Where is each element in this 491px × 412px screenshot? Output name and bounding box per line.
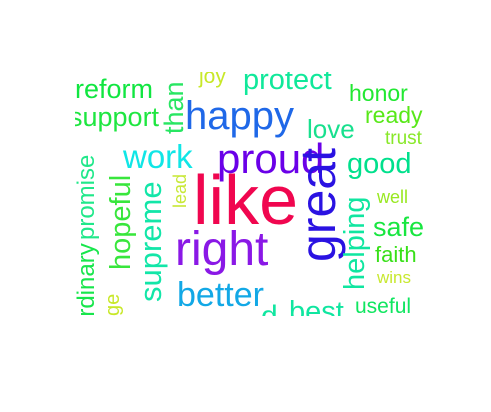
word-right: right: [175, 223, 269, 276]
word-like: like: [193, 161, 299, 239]
word-best: best: [289, 296, 344, 317]
word-hopeful: hopeful: [105, 174, 137, 270]
word-happy: happy: [185, 94, 294, 138]
word-supreme: supreme: [133, 181, 168, 302]
word-cloud: like proud right happy better work good …: [75, 72, 430, 316]
word-useful: useful: [355, 295, 412, 316]
word-good: good: [347, 148, 412, 180]
word-ready: ready: [365, 102, 423, 128]
word-d: d: [261, 302, 278, 317]
word-love: love: [307, 114, 355, 144]
word-ordinary: ordinary: [75, 243, 100, 316]
word-ge: ge: [102, 293, 124, 316]
word-proud: proud: [217, 135, 325, 182]
word-reform: reform: [75, 74, 154, 104]
word-joy: joy: [199, 72, 226, 88]
word-safe: safe: [373, 212, 425, 242]
word-promise: promise: [75, 154, 100, 240]
word-honor: honor: [349, 80, 408, 106]
word-than: than: [159, 81, 189, 134]
word-great: great: [290, 148, 346, 262]
word-trust: trust: [385, 128, 422, 149]
word-wins: wins: [377, 268, 412, 287]
word-helping: helping: [339, 196, 371, 290]
word-well: well: [377, 187, 409, 207]
word-better: better: [177, 276, 264, 314]
word-support: support: [75, 102, 160, 132]
word-protect: protect: [243, 72, 332, 96]
word-lead: lead: [170, 173, 190, 208]
word-faith: faith: [375, 242, 417, 267]
word-work: work: [123, 138, 193, 175]
